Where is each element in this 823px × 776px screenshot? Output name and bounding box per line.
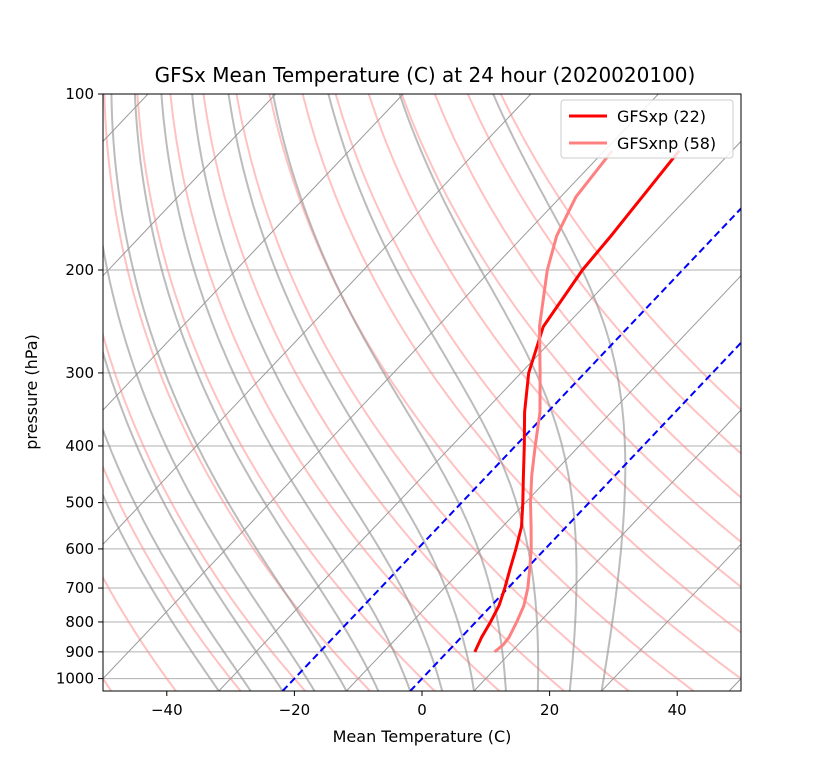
isotherm--50 — [103, 94, 659, 680]
y-tick-label-900: 900 — [65, 643, 94, 661]
moist-adiabat--20 — [103, 349, 284, 691]
moist-adiabat--15 — [103, 241, 316, 691]
moist-adiabat-30 — [492, 94, 627, 691]
x-tick-label-40: 40 — [668, 701, 687, 719]
y-tick-label-100: 100 — [65, 85, 94, 103]
dry-adiabat-80 — [400, 94, 741, 544]
dry-adiabat-10 — [169, 94, 501, 691]
x-tick-label--20: −20 — [279, 701, 311, 719]
series-line-1 — [493, 149, 614, 654]
y-tick-label-200: 200 — [65, 261, 94, 279]
dry-adiabat-50 — [301, 94, 741, 680]
moist-adiabat-5 — [191, 94, 444, 691]
moist-adiabat-15 — [272, 94, 507, 691]
y-tick-label-400: 400 — [65, 437, 94, 455]
moist-adiabat-20 — [327, 94, 540, 691]
moist-adiabats — [103, 94, 627, 691]
dry-adiabat--40 — [103, 575, 177, 691]
legend-label-gfsxnp: GFSxnp (58) — [617, 134, 716, 153]
dry-adiabat-110 — [499, 94, 741, 412]
x-tick-label-0: 0 — [417, 701, 427, 719]
moist-adiabat--30 — [103, 492, 220, 691]
dashed-isotherms — [281, 207, 741, 691]
dry-adiabat-60 — [334, 94, 741, 634]
chart-title: GFSx Mean Temperature (C) at 24 hour (20… — [155, 63, 696, 87]
y-tick-label-500: 500 — [65, 494, 94, 512]
dry-adiabat-70 — [367, 94, 741, 589]
isotherm--10 — [346, 274, 741, 691]
isotherm-10 — [473, 409, 741, 691]
dry-adiabat-30 — [235, 94, 630, 691]
data-series — [473, 149, 681, 654]
dry-adiabat--20 — [103, 331, 307, 691]
isotherms — [103, 94, 741, 691]
x-tick-label--40: −40 — [151, 701, 183, 719]
x-axis-ticks: −40 −20 0 20 40 — [151, 691, 687, 719]
dashed-isotherm-0 — [409, 341, 741, 691]
dry-adiabat-20 — [202, 94, 565, 691]
dry-adiabats — [103, 94, 741, 691]
legend-label-gfsxp: GFSxp (22) — [617, 107, 706, 126]
isotherm-50 — [728, 677, 741, 691]
plot-area — [102, 93, 742, 692]
isotherm--110 — [103, 94, 276, 277]
moist-adiabat-0 — [160, 94, 412, 691]
y-tick-label-300: 300 — [65, 364, 94, 382]
dry-adiabat-100 — [466, 94, 741, 455]
y-tick-label-600: 600 — [65, 540, 94, 558]
dry-adiabat--30 — [103, 464, 242, 691]
moist-adiabat-25 — [398, 94, 578, 691]
y-tick-label-700: 700 — [65, 579, 94, 597]
plot-frame — [102, 93, 742, 692]
legend: GFSxp (22) GFSxnp (58) — [560, 99, 734, 159]
dry-adiabat--50 — [103, 676, 113, 691]
x-axis-label: Mean Temperature (C) — [333, 727, 512, 746]
isotherm-30 — [601, 543, 741, 691]
isotherm--30 — [218, 140, 741, 691]
series-line-0 — [473, 149, 681, 653]
moist-adiabat--25 — [103, 427, 252, 691]
moist-adiabat-10 — [227, 94, 475, 691]
y-axis-label: pressure (hPa) — [22, 334, 41, 450]
pressure-gridlines — [103, 94, 741, 680]
isotherm--70 — [103, 94, 532, 546]
dry-adiabat-90 — [433, 94, 741, 499]
moist-adiabat--10 — [110, 94, 348, 691]
y-axis-ticks: 100 200 300 400 500 600 700 800 900 1000 — [56, 85, 103, 688]
x-tick-label-20: 20 — [540, 701, 559, 719]
y-tick-label-800: 800 — [65, 613, 94, 631]
dashed-isotherm--20 — [281, 207, 741, 691]
dry-adiabat--10 — [103, 94, 371, 691]
moist-adiabat--5 — [133, 94, 380, 691]
isotherm--90 — [103, 94, 404, 411]
y-tick-label-1000: 1000 — [56, 670, 94, 688]
